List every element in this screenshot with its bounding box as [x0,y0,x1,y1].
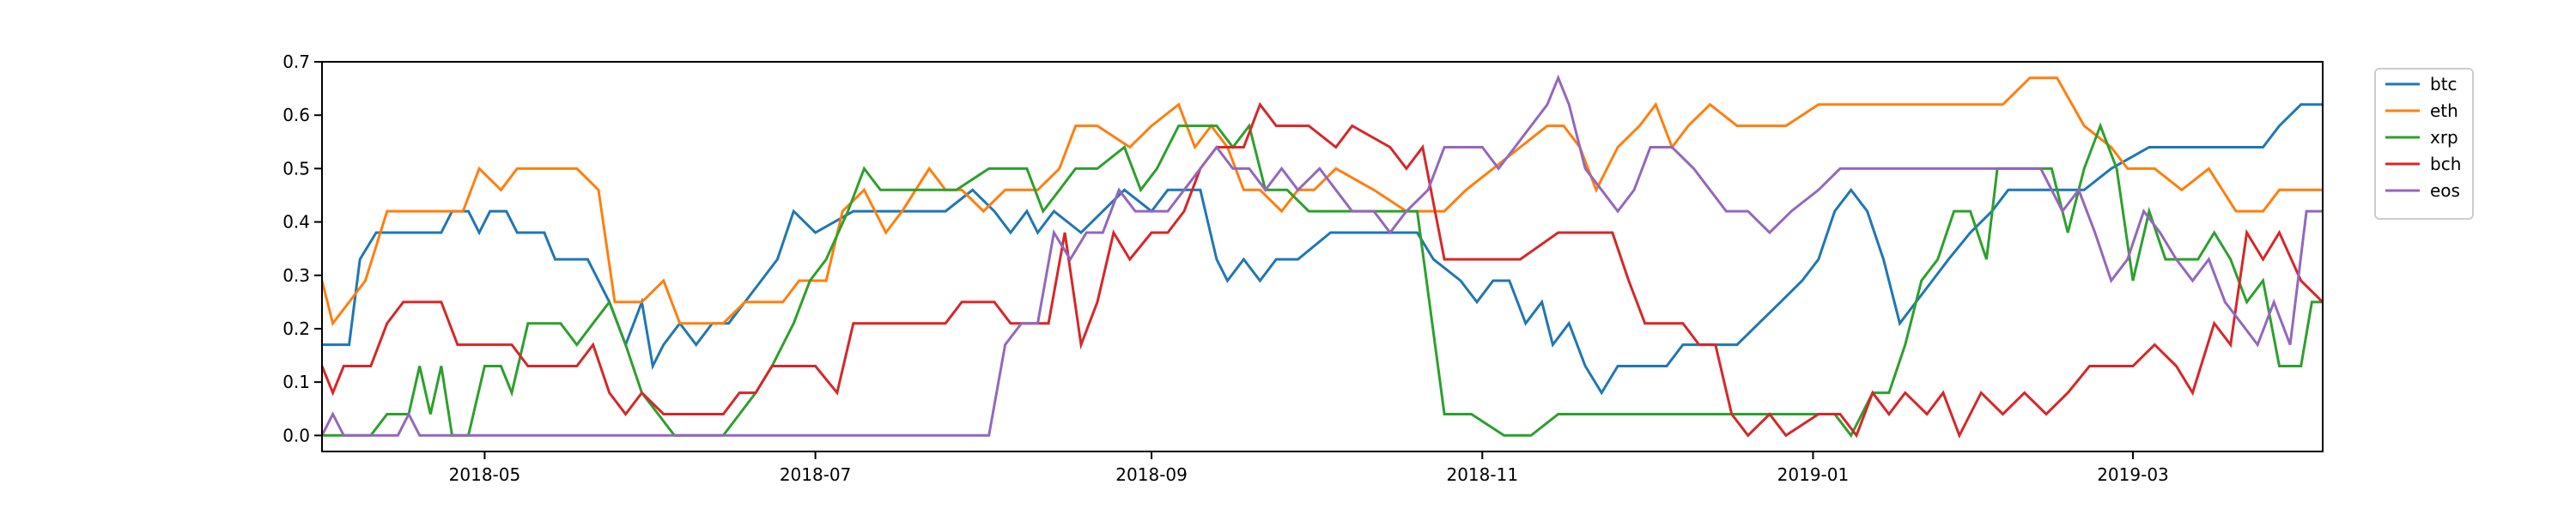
x-tick-label: 2018-11 [1446,464,1518,485]
y-tick-label: 0.0 [283,425,310,445]
legend-label-btc: btc [2430,74,2458,94]
legend-box [2374,68,2474,220]
y-tick-label: 0.2 [283,318,310,339]
y-tick-label: 0.3 [283,265,310,286]
x-tick-label: 2019-01 [1777,464,1850,485]
series-line-xrp [322,122,2323,439]
series-layer [320,74,2324,439]
y-tick-label: 0.7 [283,52,310,72]
legend-label-eth: eth [2430,100,2458,121]
y-tick-label: 0.4 [283,212,310,233]
x-axis: 2018-05 2018-07 2018-09 2018-11 2019-01 2019-… [449,451,2169,485]
series-line-bch [320,101,2324,439]
y-tick-label: 0.6 [283,105,310,125]
legend: btc eth xrp bch eos [2374,68,2474,220]
x-tick-label: 2018-05 [449,464,521,485]
x-tick-label: 2019-03 [2097,464,2169,485]
series-line-btc [322,103,2323,396]
y-tick-label: 0.5 [283,158,310,179]
legend-label-eos: eos [2430,180,2460,201]
legend-label-bch: bch [2430,154,2461,174]
plot-frame [321,61,2324,452]
legend-label-xrp: xrp [2430,127,2458,148]
x-tick-label: 2018-09 [1115,464,1188,485]
x-tick-label: 2018-07 [780,464,852,485]
y-tick-label: 0.1 [283,372,310,392]
series-line-eos [320,74,2323,437]
y-axis: 0.0 0.1 0.2 0.3 0.4 0.5 0.6 0.7 [283,52,322,445]
series-line-eth [320,76,2323,327]
